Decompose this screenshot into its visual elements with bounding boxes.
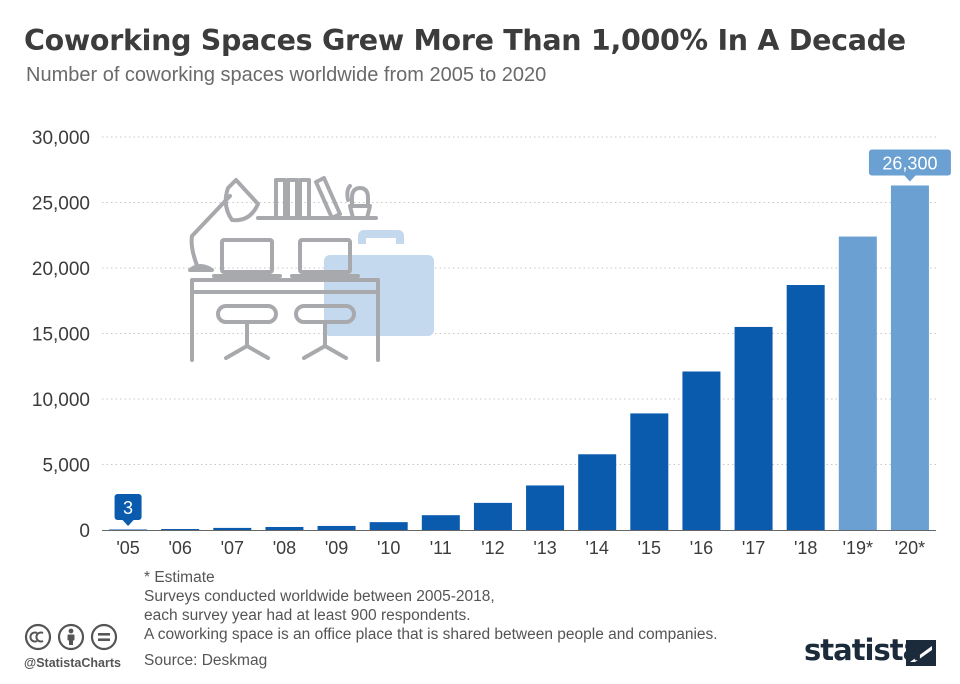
x-tick-label: '06: [168, 538, 191, 558]
bar: [682, 371, 721, 530]
x-tick-label: '12: [481, 538, 504, 558]
y-tick-labels: 0 5,000 10,000 15,000 20,000 25,000 30,000: [32, 128, 90, 542]
chart-notes: * Estimate Surveys conducted worldwide b…: [144, 568, 718, 644]
x-tick-label: '13: [533, 538, 556, 558]
x-tick-label: '18: [794, 538, 817, 558]
y-tick-label: 25,000: [32, 194, 90, 215]
bar: [526, 485, 565, 530]
social-handle: @StatistaCharts: [24, 656, 121, 670]
by-icon: [57, 623, 85, 651]
bar: [161, 529, 200, 530]
bar: [213, 527, 252, 530]
value-callout: 3: [114, 493, 142, 526]
bar: [421, 515, 460, 530]
stool-icon: [216, 304, 278, 360]
x-tick-label: '19*: [843, 538, 873, 558]
bars: [109, 185, 929, 530]
x-tick-label: '07: [221, 538, 244, 558]
note-line: * Estimate: [144, 569, 215, 586]
y-tick-label: 15,000: [32, 325, 90, 346]
x-tick-label: '11: [430, 538, 452, 558]
bar: [473, 502, 512, 530]
x-tick-labels: '05 '06 '07 '08 '09 '10 '11 '12 '13 '14 '15 '16 '17 '…: [116, 538, 925, 558]
bar-chart: 0 5,000 10,000 15,000 20,000 25,000 30,000: [32, 128, 951, 558]
statista-logo-icon: [906, 640, 936, 666]
note-line: A coworking space is an office place tha…: [144, 626, 718, 643]
license-icons: [24, 623, 118, 651]
y-tick-label: 5,000: [42, 456, 90, 477]
laptop-icon: [290, 238, 360, 278]
value-callout: 26,300: [868, 149, 951, 182]
x-tick-label: '14: [585, 538, 608, 558]
y-tick-label: 30,000: [32, 128, 90, 149]
note-line: Surveys conducted worldwide between 2005…: [144, 588, 495, 605]
callout-box: [114, 493, 142, 520]
x-tick-label: '08: [273, 538, 296, 558]
bar: [734, 326, 773, 530]
callout-pointer: [122, 519, 135, 526]
stool-icon: [294, 304, 356, 360]
bar: [630, 413, 669, 530]
cc-icon: [24, 623, 52, 651]
desk-icon: [190, 278, 380, 362]
value-callouts: 3 26,300: [114, 149, 951, 526]
office-desk-illustration: [188, 176, 434, 362]
callout-box: [868, 149, 951, 176]
callout-label: 3: [123, 498, 133, 518]
laptop-icon: [212, 238, 282, 278]
statista-logo: statista: [804, 633, 922, 667]
x-tick-label: '09: [325, 538, 348, 558]
x-tick-label: '05: [116, 538, 139, 558]
y-tick-label: 0: [79, 521, 90, 542]
y-tick-label: 20,000: [32, 259, 90, 280]
callout-label: 26,300: [882, 153, 937, 173]
books-icon: [256, 176, 378, 220]
bar: [786, 285, 825, 530]
bar: [890, 185, 929, 530]
cactus-plant-icon: [345, 184, 372, 220]
x-tick-label: '10: [377, 538, 400, 558]
x-tick-label: '16: [690, 538, 713, 558]
desk-lamp-icon: [188, 178, 260, 272]
x-tick-label: '20*: [895, 538, 925, 558]
bar: [317, 525, 356, 530]
bar: [265, 526, 304, 530]
y-tick-label: 10,000: [32, 390, 90, 411]
callout-pointer: [903, 174, 916, 182]
bar: [109, 529, 148, 530]
x-tick-label: '15: [638, 538, 661, 558]
chart-title: Coworking Spaces Grew More Than 1,000% I…: [24, 24, 906, 57]
bar: [838, 236, 877, 530]
source-note: Source: Deskmag: [144, 652, 268, 669]
bar: [369, 522, 408, 530]
chart-subtitle: Number of coworking spaces worldwide fro…: [26, 64, 547, 86]
bar: [578, 454, 617, 530]
note-line: each survey year had at least 900 respon…: [144, 607, 471, 624]
nd-icon: [90, 623, 118, 651]
x-tick-label: '17: [742, 538, 765, 558]
